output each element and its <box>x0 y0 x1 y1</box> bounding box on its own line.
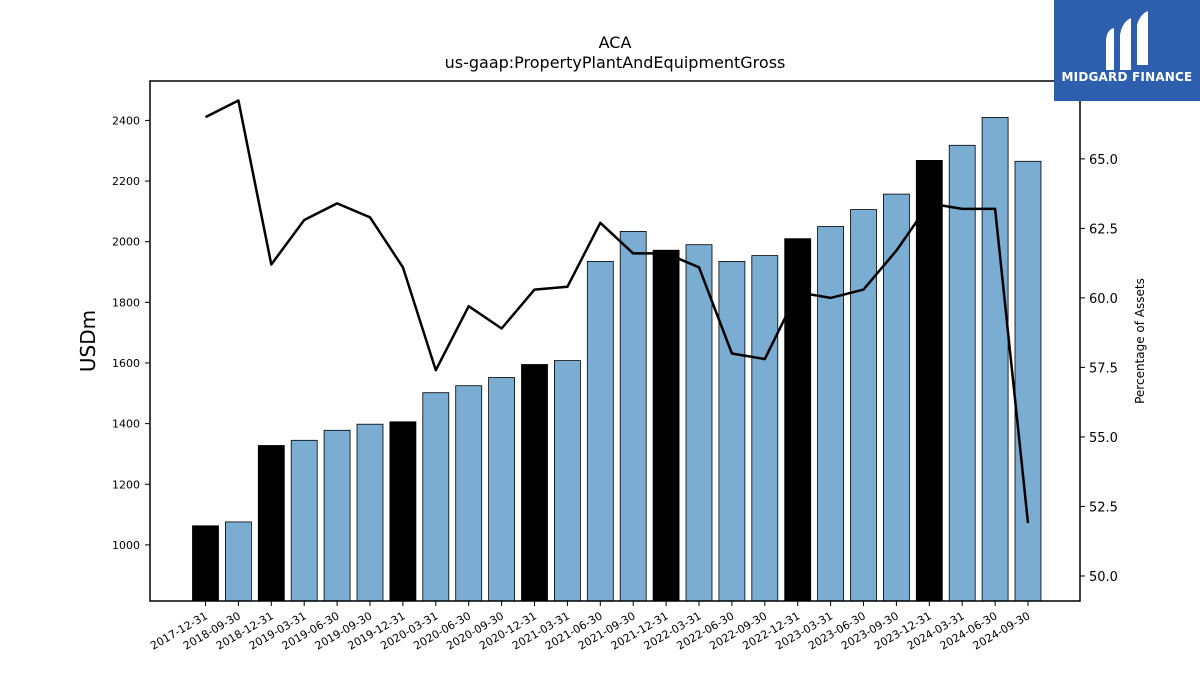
y2-tick-label: 57.5 <box>1089 361 1118 376</box>
y-tick-label: 1000 <box>112 539 140 552</box>
midgard-finance-logo: MIDGARD FINANCE <box>1054 0 1200 101</box>
bar-2022-12-31 <box>784 238 812 602</box>
chart-title: ACA <box>599 33 632 52</box>
bar-2024-03-31 <box>948 144 976 602</box>
bar-2024-09-30 <box>1014 160 1042 602</box>
bar-2017-12-31 <box>192 525 219 602</box>
bar-2022-09-30 <box>751 255 779 602</box>
bar-2022-06-30 <box>718 260 746 602</box>
y-axis-left: 1000 1200 1400 1600 1800 2000 2200 2400 <box>112 114 150 552</box>
plot-frame <box>149 80 1081 602</box>
y-tick-label: 1400 <box>112 418 140 431</box>
y-tick-label: 2200 <box>112 175 140 188</box>
bar-2019-06-30 <box>323 429 351 602</box>
y2-tick-label: 62.5 <box>1089 222 1118 237</box>
y-tick-label: 1600 <box>112 357 140 370</box>
logo-mark-icon <box>1106 11 1148 70</box>
bar-2019-09-30 <box>356 423 384 602</box>
logo-text: MIDGARD FINANCE <box>1061 70 1193 84</box>
bar-2023-09-30 <box>883 193 910 602</box>
bar-2023-12-31 <box>915 159 943 602</box>
bar-2021-03-31 <box>554 360 581 602</box>
bar-2023-03-31 <box>817 226 844 602</box>
bar-2020-09-30 <box>488 377 516 602</box>
bar-2018-12-31 <box>257 445 285 602</box>
bar-2019-03-31 <box>290 439 318 602</box>
bar-2024-06-30 <box>981 117 1009 602</box>
y2-axis-label: Percentage of Assets <box>1133 278 1147 404</box>
x-axis: 2017-12-312018-09-302018-12-312019-03-31… <box>148 601 1033 653</box>
y2-tick-label: 65.0 <box>1089 153 1118 168</box>
y-tick-label: 1200 <box>112 478 140 491</box>
bar-2020-03-31 <box>422 392 450 602</box>
bar-2022-03-31 <box>685 244 713 602</box>
y-tick-label: 2400 <box>112 114 140 127</box>
bar-2020-12-31 <box>521 364 548 602</box>
bar-2019-12-31 <box>389 421 417 602</box>
bar-2021-09-30 <box>619 230 647 602</box>
bar-2023-06-30 <box>850 209 877 602</box>
y2-tick-label: 52.5 <box>1089 500 1118 515</box>
bar-2018-09-30 <box>224 521 252 602</box>
y2-tick-label: 60.0 <box>1089 292 1118 307</box>
y-tick-label: 1800 <box>112 296 140 309</box>
y2-tick-label: 50.0 <box>1089 570 1118 585</box>
bar-2021-12-31 <box>652 249 680 602</box>
bar-2021-06-30 <box>586 260 614 602</box>
line-layer <box>204 99 1030 524</box>
percentage-line <box>204 99 1030 524</box>
bar-2020-06-30 <box>455 385 483 602</box>
y-axis-right: 50.0 52.5 55.0 57.5 60.0 62.5 65.0 <box>1080 153 1118 585</box>
chart-subtitle: us-gaap:PropertyPlantAndEquipmentGross <box>445 53 786 72</box>
y2-tick-label: 55.0 <box>1089 431 1118 446</box>
y-axis-label: USDm <box>76 310 100 372</box>
bars-layer <box>192 117 1042 602</box>
y-tick-label: 2000 <box>112 236 140 249</box>
